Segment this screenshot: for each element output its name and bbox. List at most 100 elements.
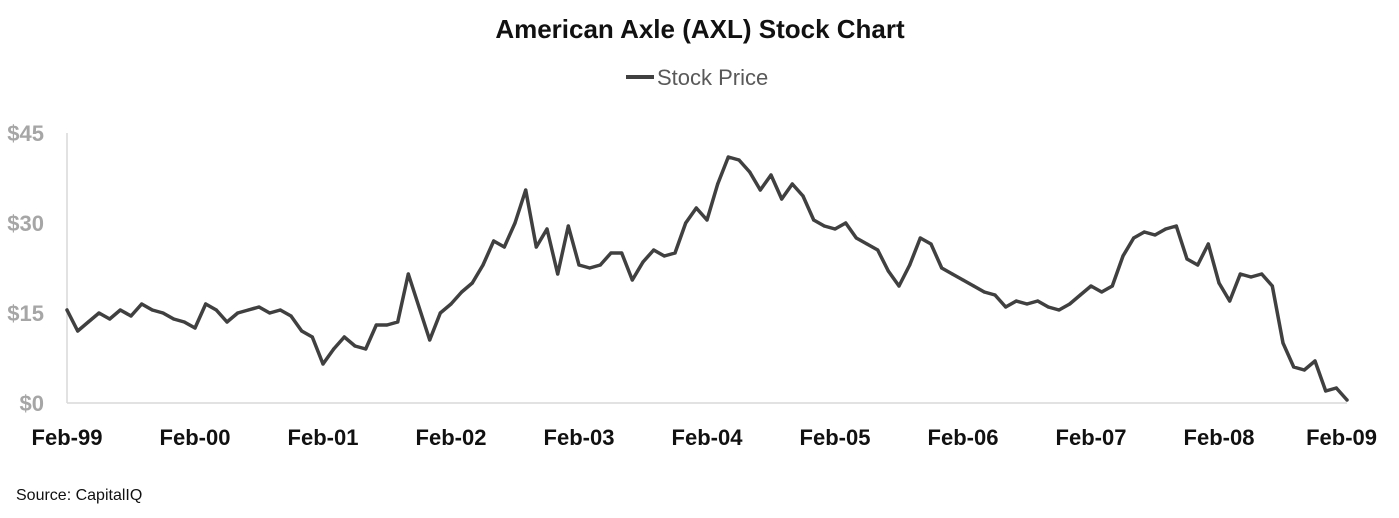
data-point: [1238, 272, 1242, 276]
y-tick-label: $30: [7, 211, 44, 236]
data-point: [204, 302, 208, 306]
data-point: [1164, 227, 1168, 231]
legend: Stock Price: [626, 65, 768, 90]
data-point: [86, 320, 90, 324]
data-point: [1078, 293, 1082, 297]
data-point: [1313, 359, 1317, 363]
data-point: [652, 248, 656, 252]
data-point: [1057, 308, 1061, 312]
data-point: [502, 245, 506, 249]
data-point: [1281, 341, 1285, 345]
data-point: [417, 305, 421, 309]
data-point: [545, 227, 549, 231]
data-point: [1174, 224, 1178, 228]
data-point: [780, 197, 784, 201]
data-point: [225, 320, 229, 324]
x-tick-label: Feb-01: [288, 425, 359, 450]
data-point: [1260, 272, 1264, 276]
data-point: [598, 263, 602, 267]
y-tick-label: $45: [7, 121, 44, 146]
series-points-stock-price: [65, 155, 1349, 402]
data-point: [118, 308, 122, 312]
data-point: [1068, 302, 1072, 306]
data-point: [310, 335, 314, 339]
data-point: [748, 170, 752, 174]
data-point: [865, 242, 869, 246]
data-point: [822, 224, 826, 228]
data-point: [1206, 242, 1210, 246]
data-point: [257, 305, 261, 309]
data-point: [705, 218, 709, 222]
y-axis-ticks: $0 $15 $30 $45: [7, 121, 44, 416]
data-point: [289, 314, 293, 318]
data-point: [641, 260, 645, 264]
data-point: [236, 311, 240, 315]
data-point: [1036, 299, 1040, 303]
data-point: [364, 347, 368, 351]
data-point: [524, 188, 528, 192]
data-point: [1153, 233, 1157, 237]
data-point: [268, 311, 272, 315]
x-tick-label: Feb-99: [32, 425, 103, 450]
data-point: [758, 188, 762, 192]
data-point: [385, 323, 389, 327]
x-axis-ticks: Feb-99 Feb-00 Feb-01 Feb-02 Feb-03 Feb-04 Feb-…: [32, 425, 1377, 450]
source-note: Source: CapitalIQ: [16, 487, 142, 504]
data-point: [876, 248, 880, 252]
data-point: [662, 254, 666, 258]
data-point: [1132, 236, 1136, 240]
data-point: [353, 344, 357, 348]
data-point: [812, 218, 816, 222]
data-point: [950, 272, 954, 276]
data-point: [214, 308, 218, 312]
data-point: [577, 263, 581, 267]
data-point: [161, 311, 165, 315]
data-point: [428, 338, 432, 342]
data-point: [833, 227, 837, 231]
x-tick-label: Feb-06: [928, 425, 999, 450]
data-point: [972, 284, 976, 288]
data-point: [929, 242, 933, 246]
data-point: [332, 347, 336, 351]
data-point: [918, 236, 922, 240]
data-point: [470, 281, 474, 285]
data-point: [396, 320, 400, 324]
data-point: [854, 236, 858, 240]
legend-label-stock-price: Stock Price: [657, 65, 768, 90]
data-point: [342, 335, 346, 339]
data-point: [1142, 230, 1146, 234]
series-line-stock-price: [65, 155, 1349, 402]
data-point: [886, 269, 890, 273]
data-point: [844, 221, 848, 225]
data-point: [1217, 281, 1221, 285]
data-point: [684, 221, 688, 225]
data-point: [140, 302, 144, 306]
data-point: [982, 290, 986, 294]
data-point: [492, 239, 496, 243]
data-point: [1228, 299, 1232, 303]
data-point: [108, 317, 112, 321]
chart-title: American Axle (AXL) Stock Chart: [495, 14, 905, 44]
data-point: [1100, 290, 1104, 294]
data-point: [76, 329, 80, 333]
data-point: [790, 182, 794, 186]
x-tick-label: Feb-07: [1056, 425, 1127, 450]
y-tick-label: $0: [20, 391, 44, 416]
data-point: [716, 182, 720, 186]
data-point: [193, 326, 197, 330]
data-point: [940, 266, 944, 270]
data-point: [1334, 386, 1338, 390]
data-point: [1292, 365, 1296, 369]
x-tick-label: Feb-08: [1184, 425, 1255, 450]
data-point: [438, 311, 442, 315]
data-point: [1302, 368, 1306, 372]
data-point: [908, 263, 912, 267]
data-point: [513, 221, 517, 225]
data-point: [620, 251, 624, 255]
data-point: [246, 308, 250, 312]
data-point: [1121, 254, 1125, 258]
data-point: [182, 320, 186, 324]
data-point: [1110, 284, 1114, 288]
data-point: [588, 266, 592, 270]
